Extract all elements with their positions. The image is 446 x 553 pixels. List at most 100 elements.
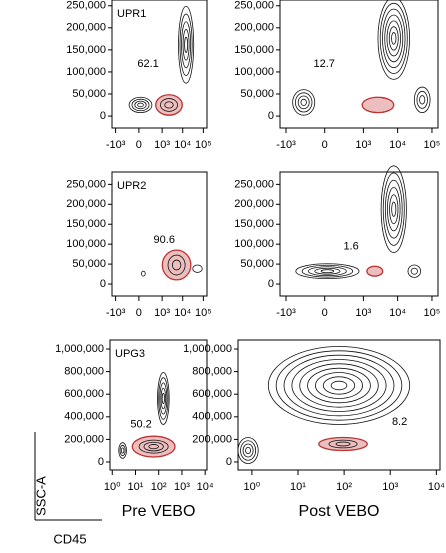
x-tick-label: 10⁵: [195, 139, 212, 151]
contour: [141, 270, 146, 277]
y-tick-label: 0: [268, 110, 274, 122]
x-tick-label: 10⁵: [195, 307, 212, 319]
plot-frame: [111, 171, 208, 297]
x-tick-label: 10³: [174, 481, 190, 493]
x-tick-label: 10⁴: [174, 307, 191, 319]
y-tick-label: 150,000: [66, 44, 106, 56]
y-tick-label: 0: [268, 278, 274, 290]
contour: [178, 5, 195, 84]
gate-percent: 1.6: [343, 240, 358, 252]
contour: [384, 14, 404, 63]
y-tick-label: 200,000: [66, 22, 106, 34]
contour: [299, 363, 379, 408]
x-tick-label: 10³: [154, 139, 170, 151]
contour: [330, 380, 348, 391]
contour: [143, 441, 164, 452]
contour: [179, 13, 193, 76]
contour: [297, 95, 310, 110]
y-tick-label: 250,000: [234, 0, 274, 12]
gate-percent: 62.1: [137, 58, 158, 70]
x-tick-label: -10³: [276, 139, 296, 151]
contour: [120, 447, 125, 454]
gate-percent: 12.7: [314, 58, 335, 70]
gate: [161, 249, 192, 281]
y-tick-label: 150,000: [66, 218, 106, 230]
contour: [119, 444, 126, 457]
contour: [184, 36, 189, 53]
y-tick-label: 50,000: [72, 88, 106, 100]
x-tick-label: -10³: [276, 307, 296, 319]
contour: [159, 382, 168, 415]
x-tick-label: 10⁴: [197, 481, 214, 493]
x-tick-label: 10⁴: [389, 139, 406, 151]
y-tick-label: 100,000: [234, 66, 274, 78]
contour: [315, 372, 363, 399]
contour: [377, 0, 410, 80]
contour: [419, 95, 426, 105]
contour: [192, 264, 203, 273]
contour: [391, 201, 397, 217]
y-tick-label: 150,000: [234, 218, 274, 230]
x-tick-label: 10³: [382, 481, 398, 493]
contour: [320, 269, 335, 274]
sample-label: UPR2: [117, 180, 146, 192]
plot-frame: [111, 0, 208, 129]
sample-label: UPR1: [117, 8, 146, 20]
y-tick-label: 0: [100, 110, 106, 122]
x-tick-label: 10¹: [290, 481, 306, 493]
x-tick-label: 10⁰: [104, 481, 121, 493]
contour: [128, 96, 153, 114]
gate: [361, 96, 395, 114]
contour: [134, 100, 147, 110]
contour: [242, 443, 254, 458]
contour: [380, 165, 407, 253]
gate: [131, 435, 176, 458]
gate-percent: 90.6: [154, 234, 175, 246]
x-tick-label: 10³: [355, 139, 371, 151]
contour: [160, 387, 167, 410]
y-tick-label: 100,000: [234, 238, 274, 250]
contour: [157, 372, 170, 425]
contour: [307, 367, 371, 404]
x-tick-label: -10³: [106, 307, 126, 319]
x-tick-label: 10⁴: [174, 139, 191, 151]
contour: [171, 259, 182, 271]
contour: [389, 194, 399, 225]
contour: [137, 102, 144, 108]
y-tick-label: 100,000: [66, 238, 106, 250]
contour: [322, 376, 356, 395]
contour: [160, 98, 178, 112]
y-tick-label: 250,000: [234, 178, 274, 190]
x-tick-label: 10³: [355, 307, 371, 319]
contour: [292, 89, 316, 116]
contour: [237, 437, 259, 464]
x-tick-label: 10⁵: [424, 307, 441, 319]
y-tick-label: 50,000: [240, 258, 274, 270]
y-tick-label: 100,000: [66, 66, 106, 78]
gate: [318, 436, 368, 452]
gate-percent: 8.2: [392, 416, 407, 428]
contour: [295, 92, 313, 113]
y-tick-label: 200,000: [64, 433, 104, 445]
contour: [118, 442, 127, 459]
x-tick-label: 10²: [151, 481, 167, 493]
contour: [407, 264, 422, 278]
x-tick-label: -10³: [106, 139, 126, 151]
contour: [335, 441, 351, 447]
y-tick-label: 800,000: [192, 366, 232, 378]
plot-frame: [279, 0, 439, 129]
contour: [158, 377, 169, 420]
contour: [391, 32, 397, 45]
y-tick-label: 0: [98, 456, 104, 468]
x-tick-label: 10¹: [128, 481, 144, 493]
y-tick-label: 50,000: [240, 88, 274, 100]
x-tick-label: 10⁰: [244, 481, 261, 493]
contour: [413, 86, 431, 114]
contour: [382, 8, 406, 69]
contour: [267, 346, 411, 425]
y-tick-label: 600,000: [64, 388, 104, 400]
y-tick-label: 250,000: [66, 0, 106, 12]
x-tick-label: 10⁴: [428, 481, 445, 493]
contour: [301, 264, 354, 278]
